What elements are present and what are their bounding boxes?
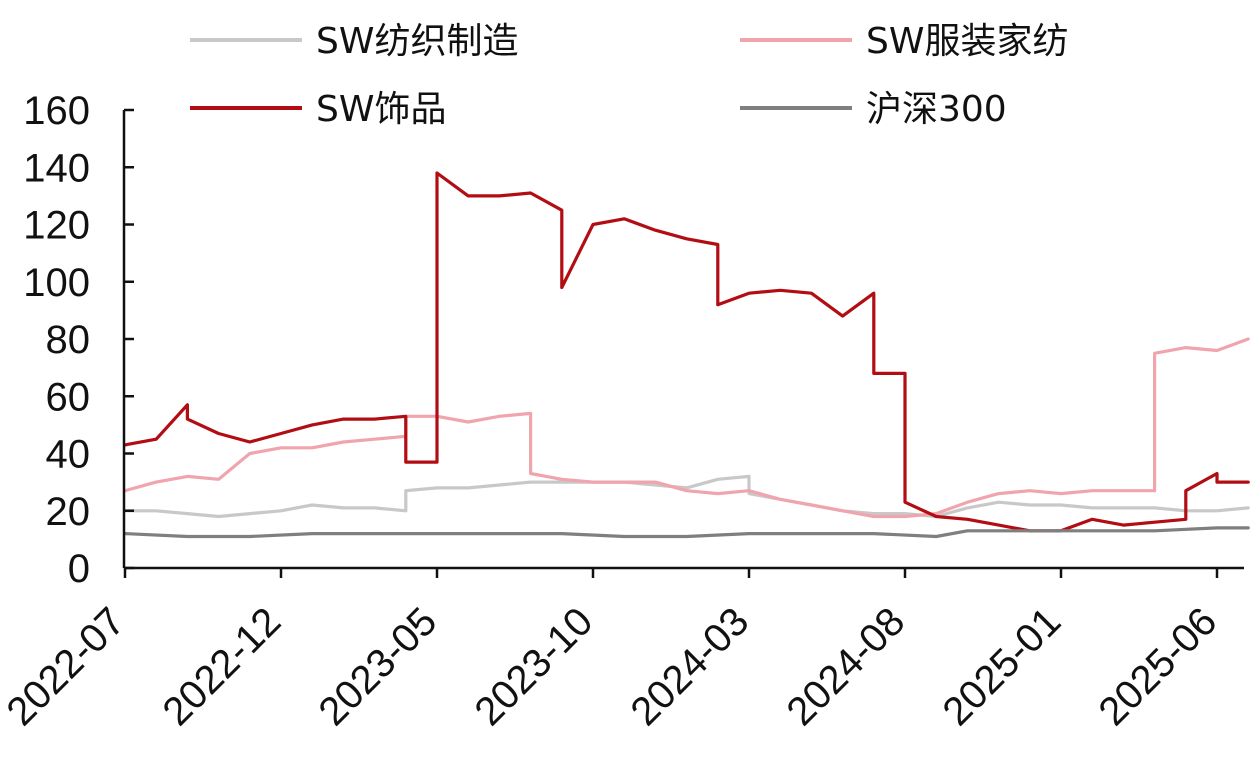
y-tick-label: 20 xyxy=(46,490,91,534)
y-tick-label: 80 xyxy=(46,318,91,362)
x-tick-label: 2023-05 xyxy=(310,599,445,734)
y-tick-label: 160 xyxy=(23,89,90,133)
x-tick-label: 2022-12 xyxy=(154,599,289,734)
series-line xyxy=(123,526,1250,539)
x-ticks: 2022-07 2022-12 2023-05 2023-10 2024-03 2024-… xyxy=(0,568,1225,734)
x-tick-label: 2024-08 xyxy=(778,599,913,734)
series-line xyxy=(123,474,1250,519)
y-tick-label: 60 xyxy=(46,375,91,419)
y-tick-label: 100 xyxy=(23,261,90,305)
legend-label: SW服装家纺 xyxy=(866,21,1068,62)
legend-label: SW饰品 xyxy=(316,89,446,130)
y-tick-label: 0 xyxy=(68,547,90,591)
y-tick-label: 140 xyxy=(23,146,90,190)
x-tick-label: 2025-01 xyxy=(934,599,1069,734)
series-line xyxy=(123,337,1250,519)
x-tick-label: 2024-03 xyxy=(622,599,757,734)
x-tick-label: 2023-10 xyxy=(466,599,601,734)
y-tick-label: 120 xyxy=(23,204,90,248)
legend: SW纺织制造 SW服装家纺 SW饰品 沪深300 xyxy=(190,21,1068,130)
plot-lines xyxy=(123,171,1250,539)
y-tick-label: 40 xyxy=(46,433,91,477)
x-tick-label: 2025-06 xyxy=(1090,599,1225,734)
series-line xyxy=(123,171,1250,533)
y-ticks: 0 20 40 60 80 100 120 140 160 xyxy=(23,89,134,591)
axes xyxy=(122,110,1244,570)
legend-label: SW纺织制造 xyxy=(316,21,518,62)
legend-label: 沪深300 xyxy=(866,89,1007,130)
x-tick-label: 2022-07 xyxy=(0,599,133,734)
